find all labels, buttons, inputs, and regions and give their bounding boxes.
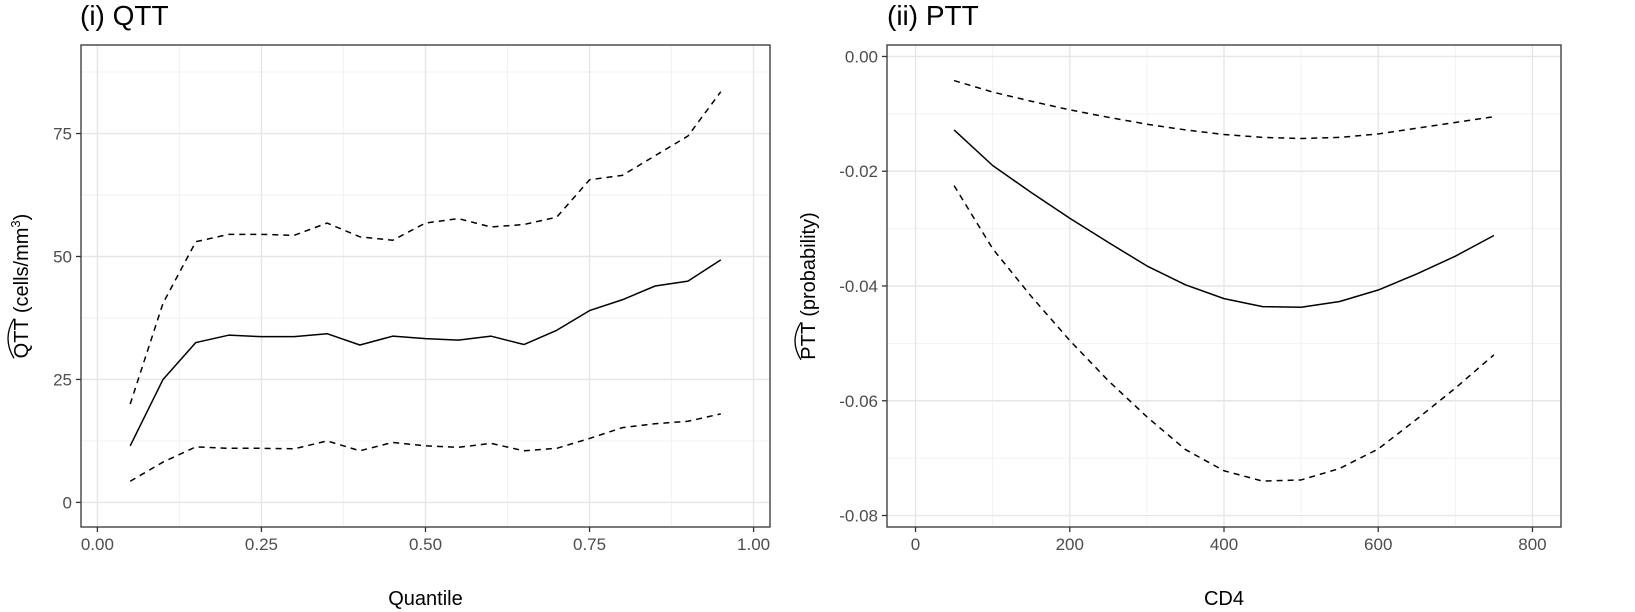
y-axis-title-unit: (probability) bbox=[798, 212, 820, 322]
y-axis-title-estimand: PTT bbox=[798, 322, 820, 360]
x-tick-label: 800 bbox=[1518, 535, 1546, 554]
y-tick-label: 50 bbox=[53, 247, 72, 266]
x-tick-label: 1.00 bbox=[737, 535, 770, 554]
chart-qtt: 0.00 0.25 0.50 0.75 1.00 0 25 50 75 Quantile QTT (… bbox=[7, 44, 771, 610]
series-line-estimate bbox=[953, 129, 1495, 308]
y-axis-title-hat bbox=[794, 321, 802, 361]
panel-title-ptt: (ii) PTT bbox=[887, 0, 979, 31]
x-tick-label: 0.00 bbox=[81, 535, 114, 554]
y-axis-title-superscript: 3 bbox=[8, 220, 23, 227]
y-axis-title-text: QTT (cells/mm3) bbox=[8, 214, 33, 359]
y-tick-label: 0 bbox=[63, 493, 72, 512]
y-axis-title-unit-close: ) bbox=[11, 214, 33, 221]
series-line-lower-bound bbox=[129, 413, 721, 482]
x-tick-label: 600 bbox=[1364, 535, 1392, 554]
x-tick-label: 0 bbox=[911, 535, 920, 554]
y-axis-title: PTT (probability) bbox=[794, 212, 820, 361]
y-tick-label: -0.08 bbox=[839, 507, 878, 526]
x-tick-label: 400 bbox=[1210, 535, 1238, 554]
x-axis-title: Quantile bbox=[388, 588, 463, 610]
x-axis-title: CD4 bbox=[1204, 588, 1244, 610]
y-axis-title-estimand: QTT bbox=[11, 319, 33, 359]
y-axis-title-hat bbox=[7, 318, 15, 359]
x-tick-label: 200 bbox=[1056, 535, 1084, 554]
y-tick-label: 0.00 bbox=[845, 47, 878, 66]
x-tick-label: 0.50 bbox=[409, 535, 442, 554]
y-tick-label: 25 bbox=[53, 370, 72, 389]
y-axis-title-unit: (cells/mm bbox=[11, 228, 33, 319]
y-axis-title: QTT (cells/mm3) bbox=[7, 214, 33, 359]
y-tick-label: 75 bbox=[53, 125, 72, 144]
x-tick-label: 0.25 bbox=[245, 535, 278, 554]
series-line-estimate bbox=[129, 259, 722, 447]
series-line-upper-bound bbox=[953, 79, 1495, 140]
series-line-upper-bound bbox=[129, 91, 722, 405]
series-line-lower-bound bbox=[953, 185, 1495, 482]
x-tick-label: 0.75 bbox=[573, 535, 606, 554]
y-tick-label: -0.06 bbox=[839, 392, 878, 411]
y-tick-label: -0.02 bbox=[839, 162, 878, 181]
y-tick-label: -0.04 bbox=[839, 277, 878, 296]
panel-title-qtt: (i) QTT bbox=[80, 0, 169, 31]
chart-ptt: 0 200 400 600 800 0.00 -0.02 -0.04 -0.06 -0.08 CD4… bbox=[794, 44, 1562, 610]
y-axis-title-text: PTT (probability) bbox=[798, 212, 820, 359]
